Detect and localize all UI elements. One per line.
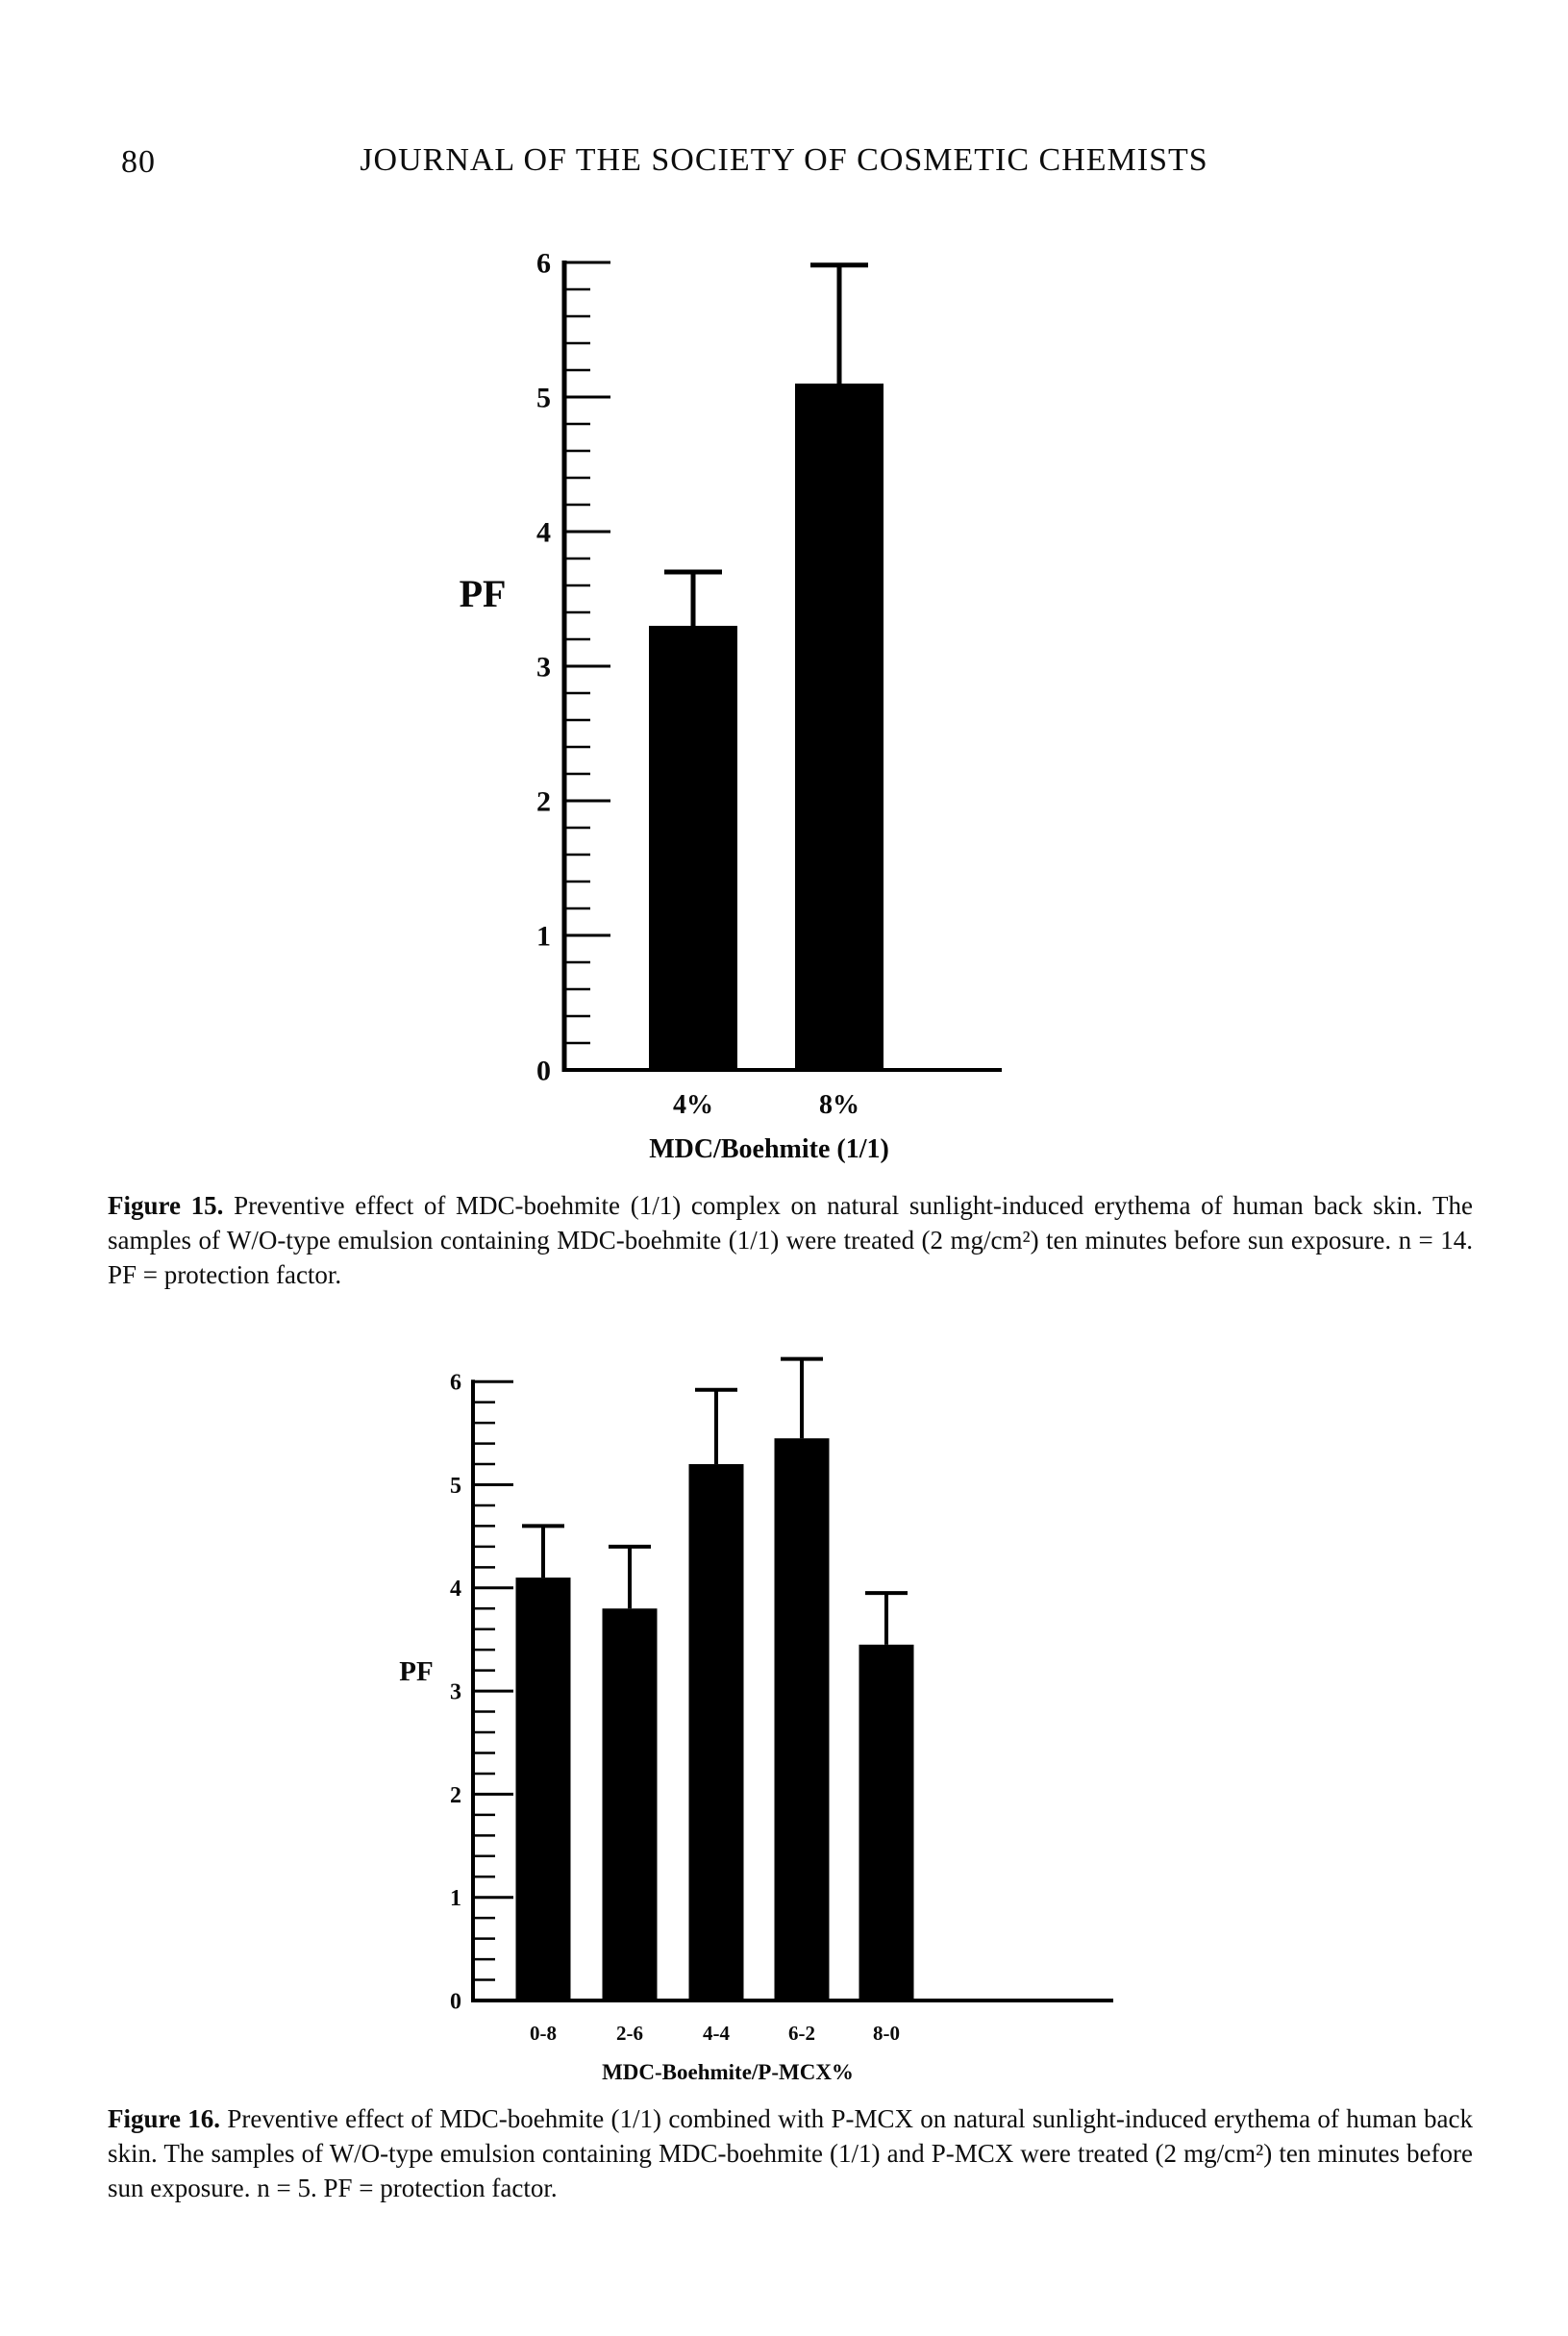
figure15-bar-chart: 0 1 2 3 4 5 6 PF 4% 8% MDC/Boehmite (1/1) [460, 248, 1002, 1164]
bar [515, 1578, 571, 2001]
y-tick-label: 2 [450, 1783, 461, 1808]
bar [774, 1438, 830, 2001]
page-number: 80 [121, 144, 156, 180]
figure15-caption-label: Figure 15. [108, 1191, 224, 1220]
bar [602, 1608, 658, 2001]
y-tick-label: 1 [450, 1886, 461, 1911]
x-axis-title: MDC/Boehmite (1/1) [649, 1134, 889, 1164]
x-category-label: 0-8 [530, 2022, 557, 2045]
x-category-label: 6-2 [788, 2022, 815, 2045]
bar [859, 1644, 914, 2001]
figure16-bar-chart: 0 1 2 3 4 5 6 PF 0-8 2-6 4-4 6-2 8-0 MDC-Boehmite/P-M… [399, 1356, 1113, 2084]
y-tick-label: 2 [536, 786, 551, 818]
x-category-label: 4% [673, 1090, 713, 1120]
bar [795, 384, 884, 1070]
y-tick-label: 0 [536, 1056, 551, 1087]
y-tick-label: 1 [536, 921, 551, 953]
x-category-label: 2-6 [616, 2022, 643, 2045]
y-tick-label: 3 [536, 652, 551, 683]
y-tick-label: 6 [450, 1371, 461, 1396]
x-category-label: 8-0 [873, 2022, 900, 2045]
bar [649, 626, 737, 1070]
y-axis-title: PF [460, 572, 507, 615]
y-axis-title: PF [399, 1656, 433, 1687]
figure16-caption: Figure 16. Preventive effect of MDC-boeh… [108, 2101, 1473, 2205]
figure16-caption-text: Preventive effect of MDC-boehmite (1/1) … [108, 2104, 1474, 2202]
y-tick-label: 4 [536, 517, 551, 549]
y-tick-label: 4 [450, 1577, 461, 1602]
figure15-caption-text: Preventive effect of MDC-boehmite (1/1) … [108, 1191, 1474, 1289]
y-tick-label: 3 [450, 1680, 461, 1705]
x-category-label: 4-4 [703, 2022, 730, 2045]
y-tick-label: 5 [450, 1474, 461, 1499]
x-axis-title: MDC-Boehmite/P-MCX% [602, 2060, 854, 2084]
y-tick-label: 0 [450, 1989, 461, 2014]
bar [688, 1464, 744, 2001]
figure15-caption: Figure 15. Preventive effect of MDC-boeh… [108, 1188, 1473, 1292]
journal-title: JOURNAL OF THE SOCIETY OF COSMETIC CHEMI… [360, 142, 1208, 178]
y-tick-label: 6 [536, 248, 551, 280]
figure16-caption-label: Figure 16. [108, 2104, 221, 2133]
y-tick-label: 5 [536, 383, 551, 414]
x-category-label: 8% [819, 1090, 859, 1120]
